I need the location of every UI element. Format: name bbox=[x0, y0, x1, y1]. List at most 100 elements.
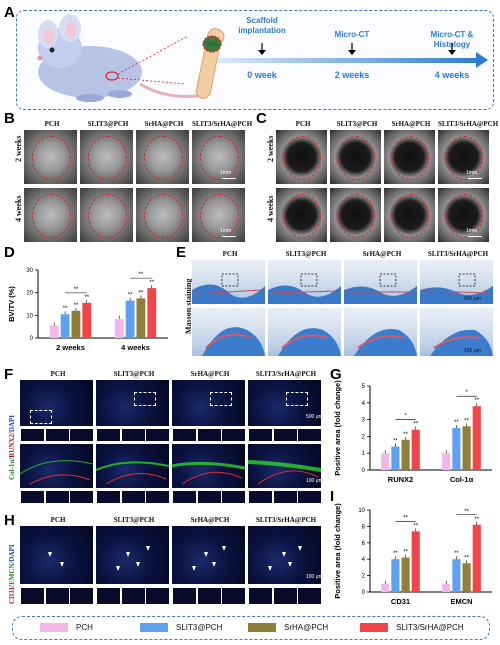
channel-thumbnail bbox=[221, 490, 246, 504]
channel-thumbnail bbox=[20, 428, 45, 442]
fluorescence-zoom-image bbox=[247, 444, 322, 488]
legend-label: SLIT3/SrHA@PCH bbox=[396, 622, 464, 632]
defect-region-outline bbox=[446, 194, 483, 238]
significance-mark: ** bbox=[63, 306, 68, 312]
defect-region-outline bbox=[88, 194, 127, 238]
channel-thumbnail bbox=[44, 490, 70, 504]
y-tick-label: 20 bbox=[26, 291, 33, 297]
dapi-label: /DAPI bbox=[8, 415, 16, 435]
channel-thumbnail bbox=[297, 490, 322, 504]
channel-thumbnail bbox=[44, 428, 70, 442]
fluorescence-vessel-image bbox=[96, 526, 169, 584]
channel-thumbnail bbox=[120, 428, 146, 442]
y-tick-label: 10 bbox=[358, 508, 365, 514]
significance-mark: ** bbox=[403, 515, 408, 521]
bar bbox=[442, 583, 451, 592]
significance-mark: * bbox=[404, 414, 407, 420]
y-tick-label: 10 bbox=[26, 313, 33, 319]
defect-region-outline bbox=[200, 194, 239, 238]
bar bbox=[411, 429, 420, 470]
emcn-label: EMCN bbox=[8, 563, 16, 585]
channel-thumbnail bbox=[172, 490, 197, 504]
panel-b-row-label-2w: 2 weeks bbox=[14, 135, 23, 162]
significance-mark: ** bbox=[474, 398, 479, 404]
timeline-step-title: Scaffold implantation bbox=[238, 16, 286, 35]
y-tick-label: 1 bbox=[362, 451, 366, 457]
masson-image bbox=[420, 260, 493, 304]
panel-label-e: E bbox=[176, 244, 187, 261]
panel-label-g: G bbox=[330, 366, 342, 383]
y-tick-label: 3 bbox=[362, 418, 366, 424]
category-label: EMCN bbox=[450, 597, 472, 606]
timeline-step-time: 4 weeks bbox=[434, 70, 470, 80]
significance-mark: ** bbox=[474, 517, 479, 523]
legend-swatch bbox=[40, 622, 68, 632]
dapi-label: /DAPI bbox=[8, 544, 16, 564]
bar bbox=[462, 563, 471, 592]
bar bbox=[114, 318, 124, 338]
bar bbox=[452, 428, 461, 470]
significance-mark: ** bbox=[454, 551, 459, 557]
fluorescence-overview-image bbox=[96, 380, 169, 426]
femur-defect-illustration bbox=[195, 28, 225, 99]
bar bbox=[147, 288, 157, 338]
channel-thumbnail bbox=[272, 587, 298, 605]
fluorescence-vessel-image bbox=[20, 526, 93, 584]
down-arrow-icon bbox=[348, 42, 356, 55]
group-header: SLIT3/SrHA@PCH bbox=[192, 120, 253, 128]
scale-bar-label: 500 μm bbox=[306, 414, 323, 420]
scale-bar bbox=[222, 178, 236, 179]
significance-mark: ** bbox=[403, 550, 408, 556]
panel-h-stain-label: CD31/EMCN/DAPI bbox=[8, 544, 16, 604]
scale-bar-label: 100 μm bbox=[464, 348, 481, 354]
defect-region-outline bbox=[200, 136, 239, 180]
zoom-region-outline bbox=[286, 392, 308, 406]
defect-region-outline bbox=[392, 136, 429, 180]
masson-image bbox=[192, 308, 265, 356]
group-header: PCH bbox=[50, 370, 66, 378]
y-tick-label: 30 bbox=[26, 268, 33, 274]
legend-label: PCH bbox=[76, 622, 93, 632]
bar bbox=[401, 439, 410, 470]
channel-thumbnail bbox=[196, 428, 222, 442]
bar bbox=[381, 453, 390, 470]
col1a-label: Col-1α bbox=[8, 459, 16, 480]
y-tick-label: 4 bbox=[362, 401, 366, 407]
masson-image bbox=[268, 260, 341, 304]
group-header: PCH bbox=[44, 120, 60, 128]
fluorescence-vessel-image bbox=[248, 526, 321, 584]
significance-mark: ** bbox=[128, 293, 133, 299]
channel-thumbnail bbox=[297, 428, 322, 442]
category-label: RUNX2 bbox=[388, 475, 413, 484]
y-axis-label: Positive area (fold change) bbox=[333, 503, 342, 599]
scale-bar-label: 1mm bbox=[466, 170, 478, 176]
chart-i-angiogenic: 0 2 4 6 8 10 Positive area (fold change) ** ** **… bbox=[333, 503, 492, 606]
y-tick-label: 0 bbox=[362, 468, 366, 474]
significance-mark: ** bbox=[139, 272, 144, 278]
channel-thumbnail bbox=[145, 490, 170, 504]
zoom-region-outline bbox=[134, 392, 156, 406]
bar bbox=[136, 298, 146, 338]
defect-region-outline bbox=[338, 194, 375, 238]
significance-mark: ** bbox=[84, 295, 89, 301]
defect-region-outline bbox=[32, 136, 71, 180]
significance-mark: ** bbox=[413, 523, 418, 529]
group-header: SLIT3@PCH bbox=[113, 516, 155, 524]
scale-bar bbox=[222, 236, 236, 237]
y-tick-label: 0 bbox=[30, 336, 34, 342]
bar bbox=[472, 524, 481, 592]
y-axis-label: BV/TV (%) bbox=[7, 286, 16, 322]
panel-f-stain-label: Col-1α/RUNX2/DAPI bbox=[8, 415, 16, 480]
category-label: CD31 bbox=[391, 597, 410, 606]
down-arrow-icon bbox=[448, 42, 456, 55]
timeline-step-time: 0 week bbox=[247, 70, 277, 80]
y-axis-label: Positive area (fold change) bbox=[333, 380, 342, 476]
category-label: Col-1α bbox=[450, 475, 474, 484]
y-tick-label: 4 bbox=[362, 557, 366, 563]
bar bbox=[49, 325, 59, 338]
chart-d-bvtv: 0 10 20 30 BV/TV (%) ** ** ** ** 2 weeks ** ** ** ** 4… bbox=[7, 268, 168, 352]
timeline-arrowhead-icon bbox=[476, 52, 488, 68]
panel-label-f: F bbox=[4, 366, 14, 383]
zoom-region-outline bbox=[30, 410, 52, 424]
masson-image bbox=[344, 308, 417, 356]
